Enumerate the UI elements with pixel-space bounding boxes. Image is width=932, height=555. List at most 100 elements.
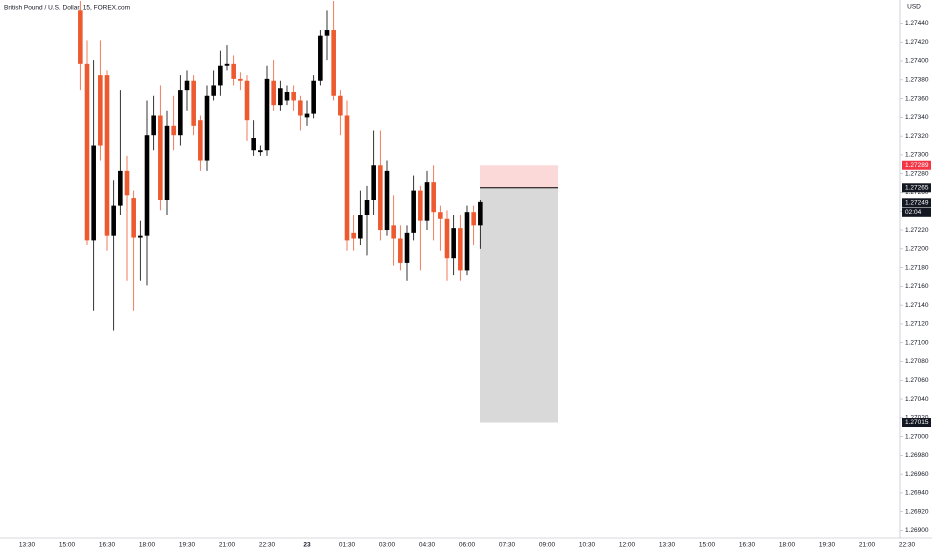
y-tick-label: 1.26940 xyxy=(905,490,929,497)
last-price-tag: 1.27249 xyxy=(905,200,929,207)
candle-body xyxy=(411,190,416,233)
candle-body xyxy=(178,90,183,136)
x-tick-label: 13:30 xyxy=(659,542,676,549)
candle-body xyxy=(271,80,276,106)
x-tick-label: 16:30 xyxy=(739,542,756,549)
y-tick-label: 1.27040 xyxy=(905,396,929,403)
target-price-tag-bg xyxy=(902,418,931,428)
candle-body xyxy=(351,232,356,239)
countdown: 02:04 xyxy=(905,209,922,216)
entry-price-tag: 1.27265 xyxy=(905,185,929,192)
candle-body xyxy=(451,228,456,259)
y-tick-label: 1.27100 xyxy=(905,339,929,346)
y-tick-label: 1.27320 xyxy=(905,133,929,140)
candle-body xyxy=(471,212,476,226)
x-tick-label: 04:30 xyxy=(419,542,436,549)
candle-body xyxy=(191,80,196,126)
candle-body xyxy=(264,78,270,151)
x-tick-label: 18:00 xyxy=(139,542,156,549)
x-tick-label: 09:00 xyxy=(539,542,556,549)
y-tick-label: 1.27140 xyxy=(905,302,929,309)
y-tick-label: 1.27420 xyxy=(905,39,929,46)
x-tick-label: 22:30 xyxy=(899,542,916,549)
y-tick-label: 1.26920 xyxy=(905,508,929,515)
y-tick-label: 1.27180 xyxy=(905,264,929,271)
x-tick-label: 22:30 xyxy=(259,542,276,549)
x-tick-label: 23 xyxy=(303,542,311,549)
candle-body xyxy=(158,115,163,200)
candle-body xyxy=(291,92,296,101)
candle-body xyxy=(311,80,316,114)
candle-body xyxy=(384,170,390,231)
x-tick-label: 06:00 xyxy=(459,542,476,549)
candle-body xyxy=(324,30,330,36)
candle-body xyxy=(151,115,156,136)
candle-body xyxy=(244,80,250,121)
candle-body xyxy=(84,63,90,241)
candle-body xyxy=(464,212,470,271)
candle-body xyxy=(404,232,410,263)
candle-body xyxy=(224,63,230,66)
x-tick-label: 21:00 xyxy=(859,542,876,549)
x-tick-label: 15:00 xyxy=(59,542,76,549)
candle-body xyxy=(104,75,110,236)
candle-body xyxy=(78,10,83,64)
entry-price-tag-bg xyxy=(902,183,931,193)
y-tick-label: 1.27360 xyxy=(905,95,929,102)
x-tick-label: 13:30 xyxy=(19,542,36,549)
candle-body xyxy=(238,78,243,81)
x-tick-label: 15:00 xyxy=(699,542,716,549)
candle-body xyxy=(431,182,436,213)
candle-body xyxy=(91,145,96,241)
candle-body xyxy=(344,115,350,241)
candle-body xyxy=(358,215,363,239)
x-tick-label: 19:30 xyxy=(819,542,836,549)
x-tick-label: 16:30 xyxy=(99,542,116,549)
y-tick-label: 1.27120 xyxy=(905,321,929,328)
chart-title: British Pound / U.S. Dollar, 15, FOREX.c… xyxy=(4,5,130,12)
y-tick-label: 1.27220 xyxy=(905,227,929,234)
y-tick-label: 1.27300 xyxy=(905,152,929,159)
y-tick-label: 1.26960 xyxy=(905,471,929,478)
y-tick-label: 1.27400 xyxy=(905,58,929,65)
candle-body xyxy=(398,238,403,263)
y-tick-label: 1.27080 xyxy=(905,358,929,365)
candle-body xyxy=(418,190,423,221)
candle-body xyxy=(138,235,143,238)
candle-body xyxy=(338,95,343,116)
y-tick-label: 1.27000 xyxy=(905,433,929,440)
x-tick-label: 01:30 xyxy=(339,542,356,549)
target-price-tag: 1.27015 xyxy=(905,419,929,426)
candle-body xyxy=(458,228,463,271)
candle-body xyxy=(98,75,103,146)
candle-body xyxy=(331,30,336,96)
y-tick-label: 1.27340 xyxy=(905,114,929,121)
candle-body xyxy=(391,225,396,239)
candle-body xyxy=(171,125,176,136)
candle-body xyxy=(444,218,450,259)
candle-body xyxy=(184,80,190,91)
candle-body xyxy=(131,198,136,238)
candle-body xyxy=(478,201,483,226)
candle-body xyxy=(118,170,123,206)
candle-body xyxy=(111,205,116,236)
candle-body xyxy=(231,63,236,79)
candle-body xyxy=(218,65,223,86)
y-tick-label: 1.27200 xyxy=(905,246,929,253)
x-tick-label: 19:30 xyxy=(179,542,196,549)
last-price-tag-bg xyxy=(902,198,931,208)
candle-body xyxy=(438,212,443,219)
candle-body xyxy=(258,150,263,153)
stop-zone xyxy=(480,165,558,188)
y-tick-label: 1.27160 xyxy=(905,283,929,290)
candle-body xyxy=(278,88,283,106)
y-tick-label: 1.27260 xyxy=(905,189,929,196)
candle-body xyxy=(251,138,256,151)
candle-body xyxy=(204,95,210,161)
countdown-bg xyxy=(902,207,931,217)
x-tick-label: 18:00 xyxy=(779,542,796,549)
candle-body xyxy=(364,199,370,216)
stop-price-tag-bg xyxy=(902,160,931,170)
y-tick-label: 1.27280 xyxy=(905,170,929,177)
